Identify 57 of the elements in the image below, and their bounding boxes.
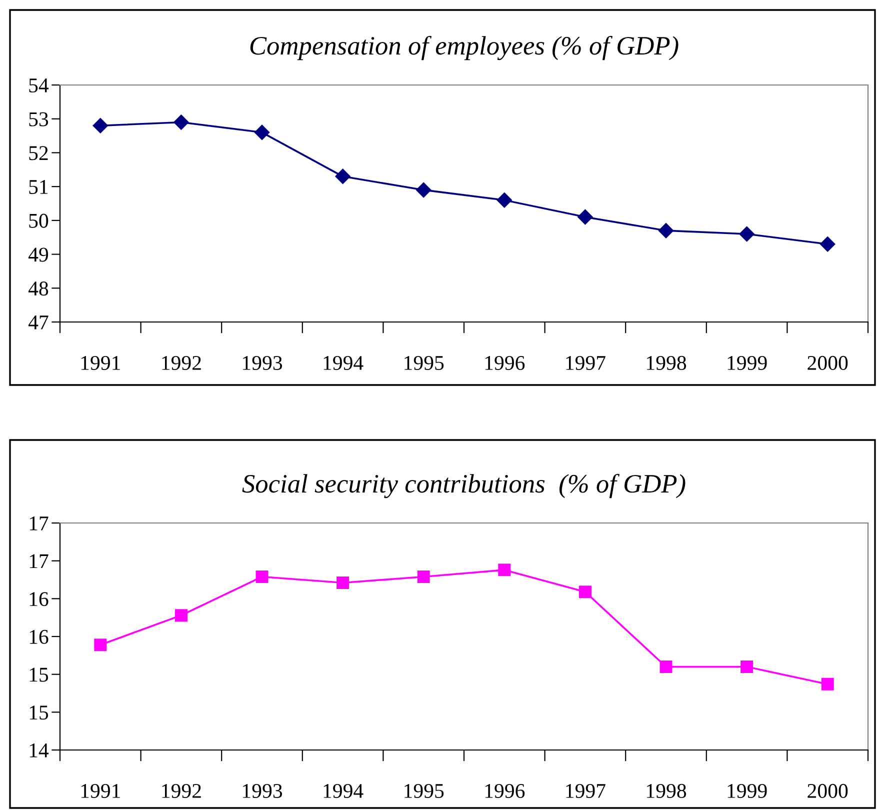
x-tick-label: 1997: [566, 784, 606, 798]
y-tick-label: 16: [30, 630, 48, 644]
y-tick-label: 17: [30, 554, 48, 568]
x-tick-label: 2000: [808, 784, 848, 798]
point: [740, 660, 754, 674]
point: [174, 609, 188, 622]
point: [336, 576, 350, 590]
x-tick-label: 1999: [728, 356, 767, 370]
y-tick-label: 49: [28, 248, 48, 262]
x-tick-label: 1991: [81, 356, 120, 370]
y-tick-label: 50: [29, 214, 48, 228]
x-tick-label: 1992: [162, 784, 201, 798]
y-tick-label: 14: [30, 743, 49, 758]
point: [416, 182, 432, 198]
x-tick-label: 1995: [404, 784, 444, 798]
x-tick-label: 1998: [647, 356, 686, 370]
y-tick-label: 54: [29, 78, 49, 92]
point: [174, 114, 189, 130]
x-tick-label: 1993: [243, 784, 282, 798]
y-tick-label: 15: [30, 668, 48, 682]
point: [498, 564, 511, 576]
y-tick-label: 47: [28, 316, 48, 330]
y-tick-label: 52: [29, 146, 48, 160]
point: [335, 168, 350, 184]
y-tick-label: 53: [29, 112, 48, 126]
point: [578, 209, 593, 225]
point: [820, 236, 836, 252]
chart-title: Social security contributions (% of GDP): [242, 474, 686, 498]
y-tick-label: 16: [30, 592, 48, 606]
x-tick-label: 1996: [485, 784, 525, 798]
x-tick-label: 2000: [808, 356, 848, 370]
point: [496, 192, 512, 208]
point: [658, 223, 674, 238]
point: [578, 586, 592, 598]
x-tick-label: 1997: [566, 356, 606, 370]
y-tick-label: 15: [30, 706, 48, 720]
y-tick-label: 51: [29, 180, 48, 194]
chart-title: Compensation of employees (% of GDP): [250, 36, 678, 60]
x-tick-label: 1991: [81, 784, 120, 798]
y-tick-label: 17: [30, 516, 48, 530]
point: [94, 638, 107, 652]
point: [92, 118, 108, 134]
y-tick-label: 48: [28, 282, 48, 296]
point: [254, 124, 270, 140]
x-tick-label: 1996: [485, 356, 525, 370]
point: [660, 660, 672, 674]
x-tick-label: 1998: [647, 784, 686, 798]
x-tick-label: 1999: [728, 784, 767, 798]
x-tick-label: 1992: [162, 356, 201, 370]
x-tick-label: 1994: [324, 356, 364, 370]
point: [739, 226, 754, 242]
x-tick-label: 1993: [243, 356, 282, 370]
x-tick-label: 1995: [404, 356, 444, 370]
x-tick-label: 1994: [324, 784, 364, 798]
point: [417, 570, 430, 583]
point: [256, 570, 268, 583]
point: [821, 678, 834, 690]
